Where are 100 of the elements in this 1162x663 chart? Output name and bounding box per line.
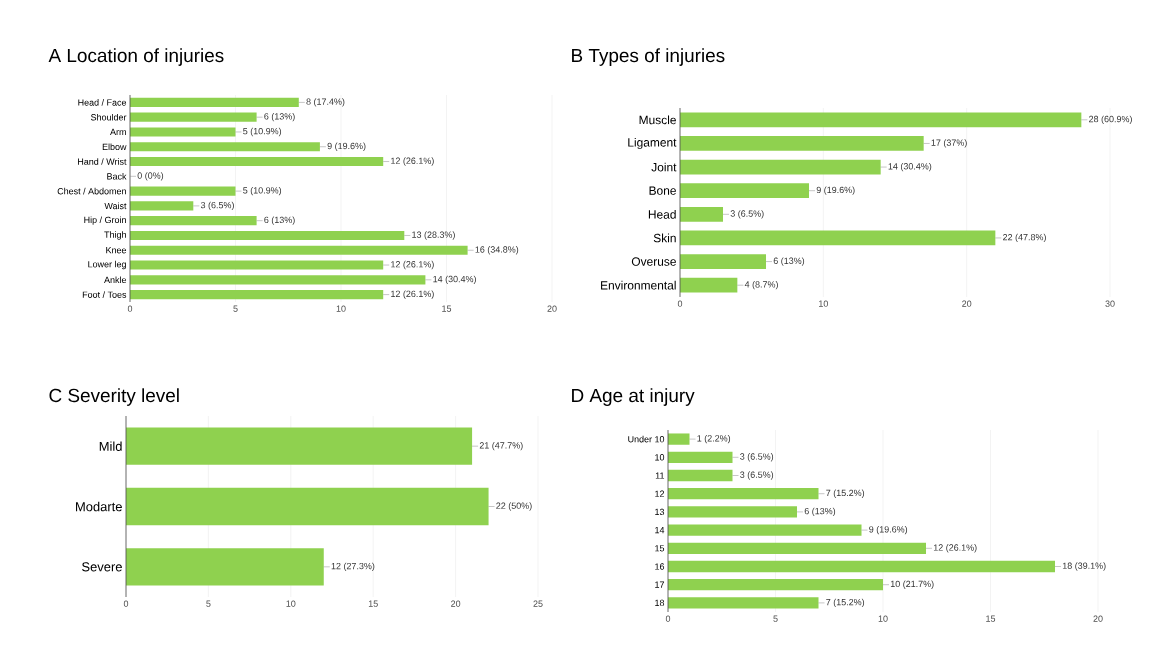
bar [668,597,819,609]
bar [130,97,299,107]
y-tick-label: Muscle [639,115,676,125]
x-tick-label: 0 [665,615,671,622]
x-tick-label: 0 [677,300,683,307]
data-label: 7 (15.2%) [826,489,865,498]
data-label: 4 (8.7%) [744,281,778,290]
y-tick-label: 11 [655,472,665,479]
y-tick-label: 17 [655,581,665,588]
data-label: 6 (13%) [264,113,295,122]
data-label: 12 (26.1%) [391,260,434,270]
x-tick-label: 10 [819,300,828,307]
bar [130,142,320,152]
chart-title: D Age at injury [572,388,695,406]
y-tick-label: 10 [655,454,665,461]
bar [130,216,257,226]
bar [668,488,819,500]
x-tick-label: 20 [451,600,461,607]
x-tick-label: 0 [127,305,133,312]
bar [680,159,881,175]
x-tick-label: 10 [336,305,346,312]
bar [130,186,236,196]
data-label: 9 (19.6%) [816,186,855,195]
x-tick-label: 10 [878,615,888,622]
data-label: 17 (37%) [931,139,967,148]
bar [668,524,862,536]
x-tick-label: 10 [286,600,296,607]
y-tick-label: Joint [651,162,677,172]
y-tick-label: 14 [655,527,665,534]
data-label: 28 (60.9%) [1089,115,1132,124]
y-tick-label: Under 10 [628,435,665,443]
bar [130,290,384,300]
bar [680,254,767,269]
x-tick-label: 25 [533,600,543,607]
data-label: 6 (13%) [773,257,805,266]
data-label: 3 (6.5%) [740,453,774,462]
data-label: 12 (27.3%) [331,562,375,572]
data-label: 6 (13%) [804,507,836,517]
bar [130,230,405,241]
y-tick-label: Thigh [104,231,126,240]
x-tick-label: 15 [986,615,996,622]
bar [130,112,257,122]
data-label: 5 (10.9%) [243,186,282,196]
y-tick-label: Head / Face [78,99,127,106]
data-label: 14 (30.4%) [888,162,932,172]
bar [668,560,1056,573]
data-label: 3 (6.5%) [740,471,774,480]
data-label: 3 (6.5%) [730,210,764,219]
bar [130,275,426,285]
y-tick-label: Bone [649,186,676,195]
data-label: 12 (26.1%) [933,544,977,553]
bar [668,579,884,591]
data-label: 9 (19.6%) [327,142,366,151]
y-tick-label: Chest / Abdomen [57,187,126,195]
x-tick-label: 20 [1093,615,1103,622]
bar [668,451,733,463]
y-tick-label: 15 [655,545,665,552]
bar [680,112,1082,128]
bar [130,245,468,255]
data-label: 6 (13%) [264,216,295,225]
data-label: 12 (26.1%) [391,290,434,299]
y-tick-label: Shoulder [91,113,127,121]
chart-title: C Severity level [49,388,179,406]
y-tick-label: Overuse [631,257,676,266]
y-tick-label: 12 [655,490,665,497]
data-label: 1 (2.2%) [697,434,731,444]
y-tick-label: Ligament [628,137,677,150]
data-label: 9 (19.6%) [869,525,908,535]
y-tick-label: Environmental [601,280,676,290]
bar [130,156,384,167]
y-tick-label: Skin [653,233,676,243]
x-tick-label: 5 [233,305,238,312]
bar [126,548,324,586]
y-tick-label: Lower leg [88,260,126,270]
data-label: 7 (15.2%) [826,598,865,608]
data-label: 0 (0%) [137,172,164,181]
x-tick-label: 20 [547,305,557,312]
x-tick-label: 5 [773,615,778,622]
x-tick-label: 5 [206,600,211,607]
y-tick-label: Hand / Wrist [78,158,127,165]
y-tick-label: Ankle [104,276,127,284]
y-tick-label: Arm [110,128,126,136]
data-label: 5 (10.9%) [243,127,282,137]
bar [680,230,996,246]
data-label: 12 (26.1%) [391,157,434,166]
y-tick-label: 13 [655,508,665,516]
y-tick-label: Waist [104,202,127,210]
y-tick-label: Foot / Toes [82,291,127,298]
data-label: 8 (17.4%) [306,98,345,107]
x-tick-label: 15 [442,305,452,312]
y-tick-label: Mild [99,441,122,451]
data-label: 14 (30.4%) [433,275,476,284]
bar [126,487,489,526]
y-tick-label: Back [107,173,127,180]
bar [680,136,924,151]
bar [680,277,738,293]
y-tick-label: Head [648,209,676,219]
y-tick-label: Modarte [76,501,122,512]
x-tick-label: 20 [962,300,972,307]
data-label: 22 (47.8%) [1003,233,1046,243]
